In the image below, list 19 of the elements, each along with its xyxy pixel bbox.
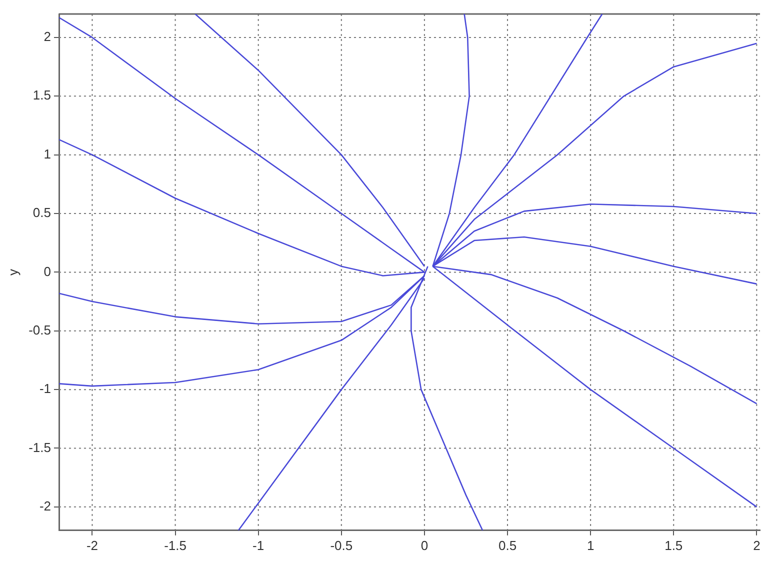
y-tick-label: -0.5: [28, 322, 51, 338]
x-tick-label: 1.5: [664, 538, 683, 553]
y-tick-label: 0.5: [32, 205, 51, 220]
y-tick-label: -1.5: [28, 440, 51, 455]
x-tick-label: -1.5: [164, 538, 186, 553]
x-tick-label: -0.5: [330, 538, 353, 553]
x-tick-label: 0: [420, 538, 428, 553]
y-tick-label: -2: [39, 498, 51, 514]
x-tick-label: -2: [86, 538, 98, 553]
x-tick-label: 1: [586, 538, 594, 553]
x-tick-label: 2: [753, 538, 760, 553]
y-tick-label: 1.5: [32, 88, 51, 103]
x-tick-label: -1: [252, 538, 264, 553]
y-axis-title: y: [5, 268, 20, 276]
x-tick-label: 0.5: [498, 538, 517, 553]
y-tick-label: 0: [44, 264, 51, 279]
y-tick-label: 1: [44, 146, 51, 162]
y-tick-label: -1: [39, 381, 51, 396]
y-tick-label: 2: [44, 29, 51, 44]
